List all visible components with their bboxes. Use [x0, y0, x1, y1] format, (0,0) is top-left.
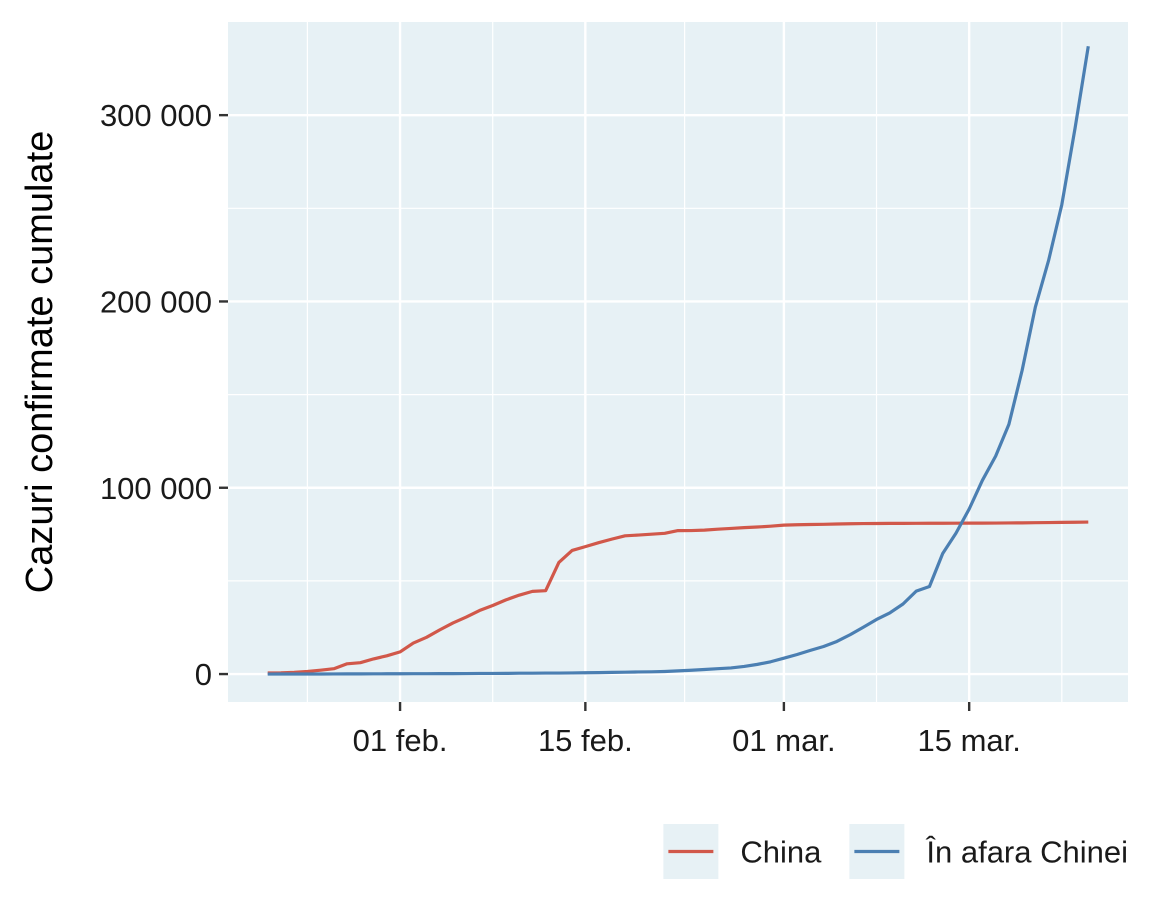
x-axis: 01 feb. 15 feb. 01 mar. 15 mar. — [353, 702, 1021, 758]
y-tick-label: 0 — [195, 657, 212, 692]
x-tick-label: 01 feb. — [353, 723, 448, 758]
series-line-china — [267, 520, 1089, 675]
x-tick-label: 01 mar. — [732, 723, 835, 758]
series-lines — [267, 45, 1090, 676]
y-tick-label: 200 000 — [100, 284, 212, 319]
y-tick-label: 100 000 — [100, 471, 212, 506]
legend-label-outside-china: În afara Chinei — [925, 835, 1128, 870]
x-tick-label: 15 feb. — [538, 723, 633, 758]
legend-label-china: China — [740, 835, 822, 870]
minor-gridlines — [228, 22, 1128, 702]
y-axis: 0 100 000 200 000 300 000 — [100, 98, 228, 692]
plot-panel — [228, 22, 1128, 702]
y-axis-title: Cazuri confirmate cumulate — [19, 131, 61, 594]
series-line-outside-china — [267, 45, 1090, 676]
x-tick-label: 15 mar. — [917, 723, 1020, 758]
legend: China În afara Chinei — [663, 824, 1128, 879]
y-tick-label: 300 000 — [100, 98, 212, 133]
